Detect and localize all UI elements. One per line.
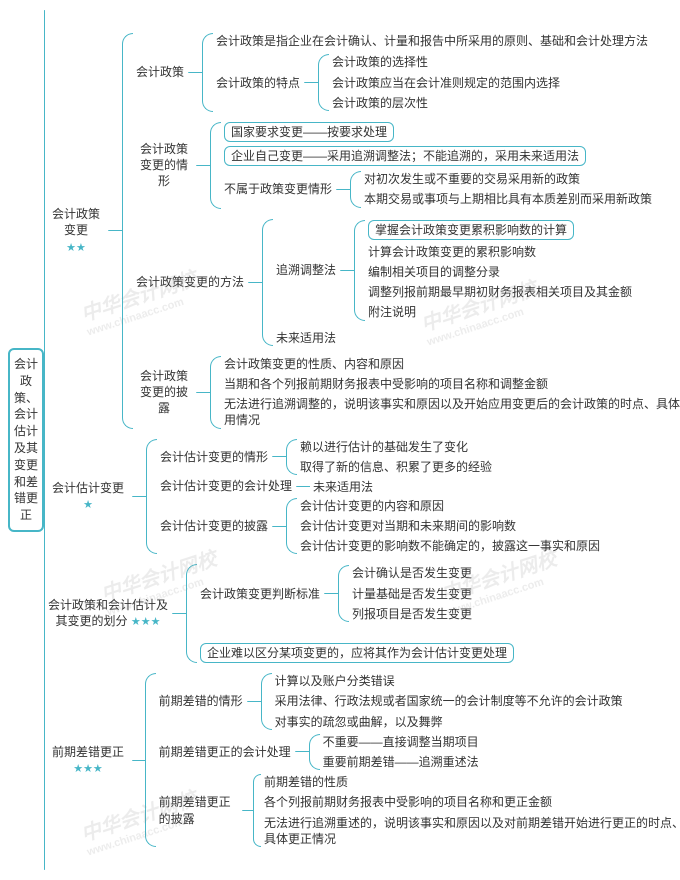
b1-title: 会计政策变更 ★★ <box>45 205 108 256</box>
leaf: 编制相关项目的调整分录 <box>365 263 635 281</box>
b4s3: 前期差错更正的披露 前期差错的性质 各个列报前期财务报表中受影响的项目名称和更正… <box>156 772 680 849</box>
b2s2-title: 会计估计变更的会计处理 <box>157 477 296 495</box>
leaf: 调整列报前期最早期初财务报表相关项目及其金额 <box>365 283 635 301</box>
leaf-hl: 掌握会计政策变更累积影响数的计算 <box>368 220 574 240</box>
leaf: 对初次发生或不重要的交易采用新的政策 <box>361 170 655 188</box>
b4-title: 前期差错更正 ★★★ <box>45 743 132 778</box>
b2-title: 会计估计变更 ★ <box>45 479 132 514</box>
leaf-hl: 国家要求变更——按要求处理 <box>224 122 394 142</box>
leaf: 赖以进行估计的基础发生了变化 <box>297 438 495 456</box>
b1-stars: ★★ <box>66 242 86 254</box>
b4s2: 前期差错更正的会计处理 不重要——直接调整当期项目 重要前期差错——追溯重述法 <box>156 732 680 772</box>
b1-label: 会计政策变更 <box>52 207 100 237</box>
level1-col: 会计政策变更 ★★ 会计政策 会计政策是指企业在会计确认、计量和报告中所采用的原… <box>45 31 680 849</box>
leaf: 会计估计变更的影响数不能确定的，披露这一事实和原因 <box>297 537 603 555</box>
b4s1-title: 前期差错的情形 <box>156 692 247 710</box>
b2-stars: ★ <box>83 499 93 511</box>
b1s1: 会计政策 会计政策是指企业在会计确认、计量和报告中所采用的原则、基础和会计处理方… <box>133 31 680 114</box>
leaf: 会计估计变更的内容和原因 <box>297 497 603 515</box>
b1s1-1-title: 会计政策的特点 <box>213 74 304 92</box>
b2s3: 会计估计变更的披露 会计估计变更的内容和原因 会计估计变更对当期和未来期间的影响… <box>157 496 603 557</box>
leaf: 会计政策的层次性 <box>329 94 563 112</box>
b2s3-title: 会计估计变更的披露 <box>157 517 272 535</box>
branch-distinguish: 会计政策和会计估计及其变更的划分 ★★★ 会计政策变更判断标准 会计确认是否发生… <box>45 562 680 665</box>
leaf-hl: 企业难以区分某项变更的，应将其作为会计估计变更处理 <box>200 643 514 663</box>
leaf: 计算以及账户分类错误 <box>272 672 626 690</box>
b4s2-title: 前期差错更正的会计处理 <box>156 743 295 761</box>
leaf: 前期差错的性质 <box>261 773 680 791</box>
branch-prior-error: 前期差错更正 ★★★ 前期差错的情形 计算以及账户分类错误 采用法律、行政法规或… <box>45 671 680 849</box>
leaf: 未来适用法 <box>273 329 635 347</box>
b3-title: 会计政策和会计估计及其变更的划分 ★★★ <box>45 596 172 631</box>
leaf: 会计政策应当在会计准则规定的范围内选择 <box>329 74 563 92</box>
b2s1-title: 会计估计变更的情形 <box>157 448 272 466</box>
leaf: 计算会计政策变更的累积影响数 <box>365 243 635 261</box>
leaf: 重要前期差错——追溯重述法 <box>320 753 482 771</box>
leaf: 当期和各个列报前期财务报表中受影响的项目名称和调整金额 <box>221 375 680 393</box>
b1s2-1-title: 不属于政策变更情形 <box>221 180 336 198</box>
b1s1-title: 会计政策 <box>133 63 188 81</box>
root-node: 会计政策、会计估计及其变更和差错更正 <box>8 348 44 532</box>
b1s4-title: 会计政策变更的披露 <box>133 367 196 418</box>
b1s3: 会计政策变更的方法 追溯调整法 掌握会计政策变更累积影响数的计算 计算会计政策变… <box>133 217 680 348</box>
leaf: 无法进行追溯调整的，说明该事实和原因以及开始应用变更后的会计政策的时点、具体应用… <box>221 395 680 429</box>
b1s2-title: 会计政策变更的情形 <box>133 140 196 191</box>
leaf: 计量基础是否发生变更 <box>349 585 475 603</box>
leaf: 会计确认是否发生变更 <box>349 564 475 582</box>
leaf: 本期交易或事项与上期相比具有本质差别而采用新政策 <box>361 190 655 208</box>
b1s1-def: 会计政策是指企业在会计确认、计量和报告中所采用的原则、基础和会计处理方法 <box>213 32 651 50</box>
b1s1-1: 会计政策的特点 会计政策的选择性 会计政策应当在会计准则规定的范围内选择 会计政… <box>213 52 651 113</box>
leaf: 会计政策变更的性质、内容和原因 <box>221 355 680 373</box>
branch-estimate-change: 会计估计变更 ★ 会计估计变更的情形 赖以进行估计的基础发生了变化 取得了新的信… <box>45 437 680 557</box>
b3-stars: ★★★ <box>131 616 161 628</box>
leaf: 不重要——直接调整当期项目 <box>320 733 482 751</box>
b2s2: 会计估计变更的会计处理 未来适用法 <box>157 477 603 496</box>
b1s2-1: 不属于政策变更情形 对初次发生或不重要的交易采用新的政策 本期交易或事项与上期相… <box>221 169 655 209</box>
b1s3m1: 追溯调整法 掌握会计政策变更累积影响数的计算 计算会计政策变更的累积影响数 编制… <box>273 218 635 323</box>
leaf: 无法进行追溯重述的，说明该事实和原因以及对前期差错开始进行更正的时点、具体更正情… <box>261 814 680 848</box>
leaf: 会计估计变更对当期和未来期间的影响数 <box>297 517 603 535</box>
leaf: 列报项目是否发生变更 <box>349 605 475 623</box>
b2-label: 会计估计变更 <box>52 481 124 495</box>
b3s1-title: 会计政策变更判断标准 <box>197 585 324 603</box>
mindmap: 会计政策、会计估计及其变更和差错更正 会计政策变更 ★★ 会计政策 会计政策是指… <box>8 8 672 872</box>
b2s1: 会计估计变更的情形 赖以进行估计的基础发生了变化 取得了新的信息、积累了更多的经… <box>157 437 603 477</box>
leaf: 会计政策的选择性 <box>329 53 563 71</box>
b3s1: 会计政策变更判断标准 会计确认是否发生变更 计量基础是否发生变更 列报项目是否发… <box>197 563 517 624</box>
b4s1: 前期差错的情形 计算以及账户分类错误 采用法律、行政法规或者国家统一的会计制度等… <box>156 671 680 732</box>
b1s3-title: 会计政策变更的方法 <box>133 273 248 291</box>
b1s4: 会计政策变更的披露 会计政策变更的性质、内容和原因 当期和各个列报前期财务报表中… <box>133 354 680 431</box>
b4-stars: ★★★ <box>73 763 103 775</box>
leaf: 未来适用法 <box>310 477 376 496</box>
leaf: 附注说明 <box>365 303 635 321</box>
b4s3-title: 前期差错更正的披露 <box>156 793 243 827</box>
b1s3m1-title: 追溯调整法 <box>273 261 340 279</box>
leaf: 取得了新的信息、积累了更多的经验 <box>297 458 495 476</box>
b4-label: 前期差错更正 <box>52 745 124 759</box>
b1s2: 会计政策变更的情形 国家要求变更——按要求处理 企业自己变更——采用追溯调整法；… <box>133 120 680 211</box>
branch-policy-change: 会计政策变更 ★★ 会计政策 会计政策是指企业在会计确认、计量和报告中所采用的原… <box>45 31 680 430</box>
leaf: 对事实的疏忽或曲解，以及舞弊 <box>272 713 626 731</box>
leaf: 各个列报前期财务报表中受影响的项目名称和更正金额 <box>261 793 680 811</box>
leaf: 采用法律、行政法规或者国家统一的会计制度等不允许的会计政策 <box>272 692 626 710</box>
leaf-hl: 企业自己变更——采用追溯调整法；不能追溯的，采用未来适用法 <box>224 146 586 166</box>
